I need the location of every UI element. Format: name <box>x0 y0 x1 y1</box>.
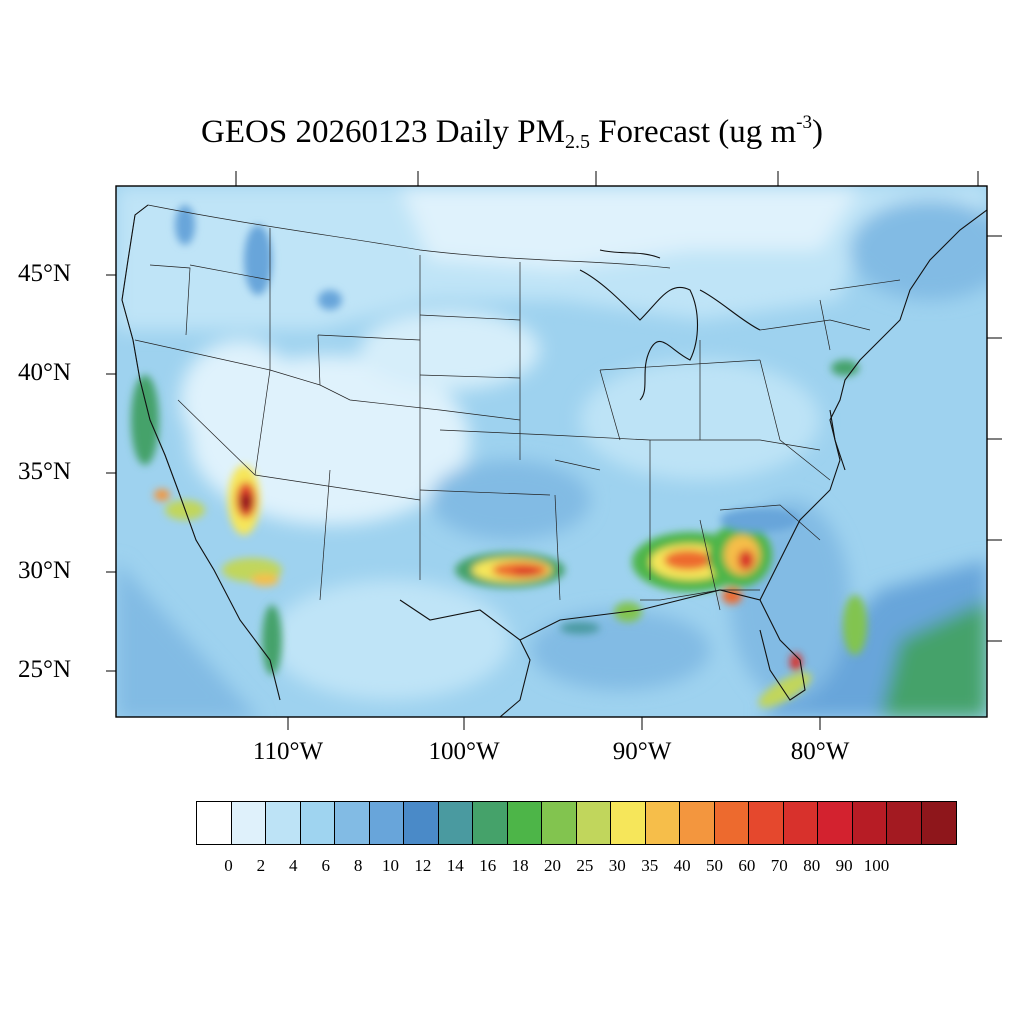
lon-label-90w: 90°W <box>612 738 672 765</box>
lat-label-40n: 40°N <box>18 359 72 386</box>
lon-ticks <box>235 171 979 730</box>
lon-label-100w: 100°W <box>428 738 500 765</box>
colorbar-swatch <box>645 802 680 844</box>
colorbar-swatch <box>507 802 542 844</box>
colorbar-swatch <box>266 802 301 844</box>
lat-label-25n: 25°N <box>18 656 72 683</box>
colorbar-label: 70 <box>770 856 788 875</box>
colorbar-swatch <box>852 802 887 844</box>
map-frame <box>115 185 988 718</box>
lat-label-35n: 35°N <box>18 458 72 485</box>
colorbar-label: 4 <box>289 856 298 875</box>
colorbar-label: 0 <box>224 856 233 875</box>
colorbar-swatch <box>197 802 232 844</box>
colorbar-swatch <box>818 802 853 844</box>
title-prefix: GEOS 20260123 Daily PM <box>201 114 565 150</box>
pm25-hotspots <box>131 205 867 708</box>
colorbar-label: 100 <box>863 856 890 875</box>
colorbar-swatch <box>438 802 473 844</box>
colorbar-label: 40 <box>673 856 691 875</box>
colorbar-swatch <box>576 802 611 844</box>
lon-label-80w: 80°W <box>790 738 850 765</box>
colorbar-label: 20 <box>544 856 561 875</box>
colorbar-label: 30 <box>608 856 626 875</box>
colorbar-label: 14 <box>446 856 464 875</box>
colorbar-label: 10 <box>382 856 399 875</box>
title-superscript: -3 <box>796 112 812 133</box>
colorbar-swatch <box>300 802 335 844</box>
title-suffix: ) <box>811 114 823 150</box>
colorbar-label: 16 <box>479 856 497 875</box>
colorbar-label: 50 <box>706 856 723 875</box>
colorbar-swatch <box>749 802 784 844</box>
colorbar-swatch <box>714 802 749 844</box>
colorbar-swatch <box>335 802 370 844</box>
colorbar-label: 80 <box>803 856 821 875</box>
lat-label-30n: 30°N <box>18 557 72 584</box>
colorbar-swatch <box>404 802 439 844</box>
colorbar-swatch <box>369 802 404 844</box>
lon-label-110w: 110°W <box>252 738 324 765</box>
colorbar-label: 8 <box>353 856 363 875</box>
concentration-field <box>116 186 987 717</box>
state-boundaries <box>121 204 901 611</box>
colorbar-swatch <box>542 802 577 844</box>
title-subscript: 2.5 <box>564 131 590 153</box>
colorbar-swatch <box>611 802 646 844</box>
colorbar-label: 18 <box>511 856 529 875</box>
colorbar-swatch <box>473 802 508 844</box>
lat-ticks <box>106 235 1002 672</box>
coastlines <box>121 204 987 717</box>
colorbar-label: 25 <box>576 856 594 875</box>
map-title: GEOS 20260123 Daily PM2.5 Forecast (ug m… <box>0 112 1024 154</box>
colorbar-swatch <box>921 802 956 844</box>
colorbar-label: 6 <box>321 856 330 875</box>
colorbar-swatch <box>680 802 715 844</box>
colorbar-swatch <box>231 802 266 844</box>
colorbar-label: 35 <box>641 856 659 875</box>
lat-label-45n: 45°N <box>18 260 72 287</box>
colorbar <box>196 801 957 845</box>
colorbar-label: 12 <box>414 856 432 875</box>
colorbar-swatch <box>887 802 922 844</box>
colorbar-label: 60 <box>738 856 756 875</box>
title-middle: Forecast (ug m <box>589 114 797 150</box>
colorbar-swatch <box>783 802 818 844</box>
colorbar-label: 90 <box>835 856 853 875</box>
colorbar-label: 2 <box>256 856 266 875</box>
